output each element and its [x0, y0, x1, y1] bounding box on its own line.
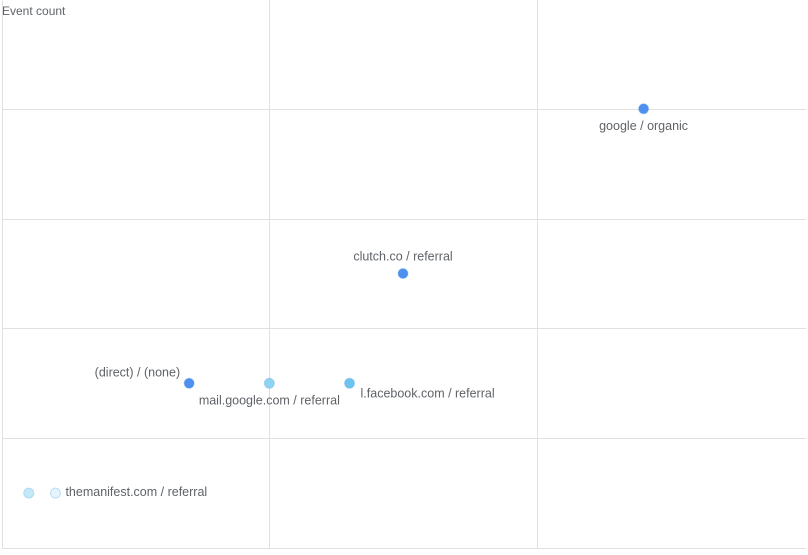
point-labels: google / organic clutch.co / referral (dir…	[65, 119, 688, 499]
data-point[interactable]	[23, 487, 35, 499]
data-point[interactable]	[263, 377, 275, 389]
point-label: google / organic	[599, 119, 688, 133]
point-label: mail.google.com / referral	[199, 393, 340, 407]
point-label: themanifest.com / referral	[65, 485, 207, 499]
data-point[interactable]	[397, 268, 409, 279]
data-point[interactable]	[183, 377, 195, 389]
data-point[interactable]	[638, 103, 650, 115]
data-point[interactable]	[49, 487, 61, 499]
point-label: clutch.co / referral	[353, 250, 452, 264]
point-label: (direct) / (none)	[95, 365, 180, 379]
y-axis-label: Event count	[2, 4, 66, 18]
data-point[interactable]	[344, 377, 356, 389]
point-label: l.facebook.com / referral	[361, 386, 495, 400]
data-points	[23, 103, 650, 499]
